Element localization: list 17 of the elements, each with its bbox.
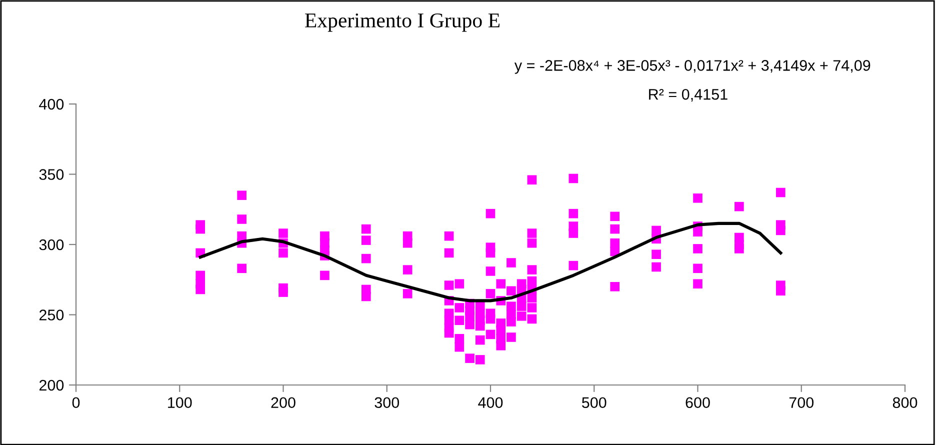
y-tick-label: 300 <box>39 239 64 250</box>
x-tick-label: 300 <box>374 397 400 408</box>
x-tick-label: 800 <box>892 397 918 408</box>
y-tick-label: 350 <box>39 169 64 180</box>
x-tick-label: 500 <box>582 397 606 408</box>
x-tick-label: 600 <box>686 397 710 408</box>
y-tick-label: 250 <box>39 310 64 320</box>
x-tick-label: 100 <box>168 397 192 408</box>
x-tick-label: 0 <box>72 397 80 408</box>
chart-title: Experimento I Grupo E <box>305 13 500 32</box>
x-tick-label: 200 <box>271 397 296 408</box>
text: y = -2E-08x⁴ + 3E-05x³ - 0,0171x² + 3,4149x + 74,09 <box>514 60 870 74</box>
y-tick-label: 200 <box>39 380 64 391</box>
x-tick-label: 400 <box>478 397 503 408</box>
y-tick-label: 400 <box>39 98 64 110</box>
text: R² = 0,4151 <box>649 88 728 102</box>
x-tick-label: 700 <box>789 397 814 408</box>
